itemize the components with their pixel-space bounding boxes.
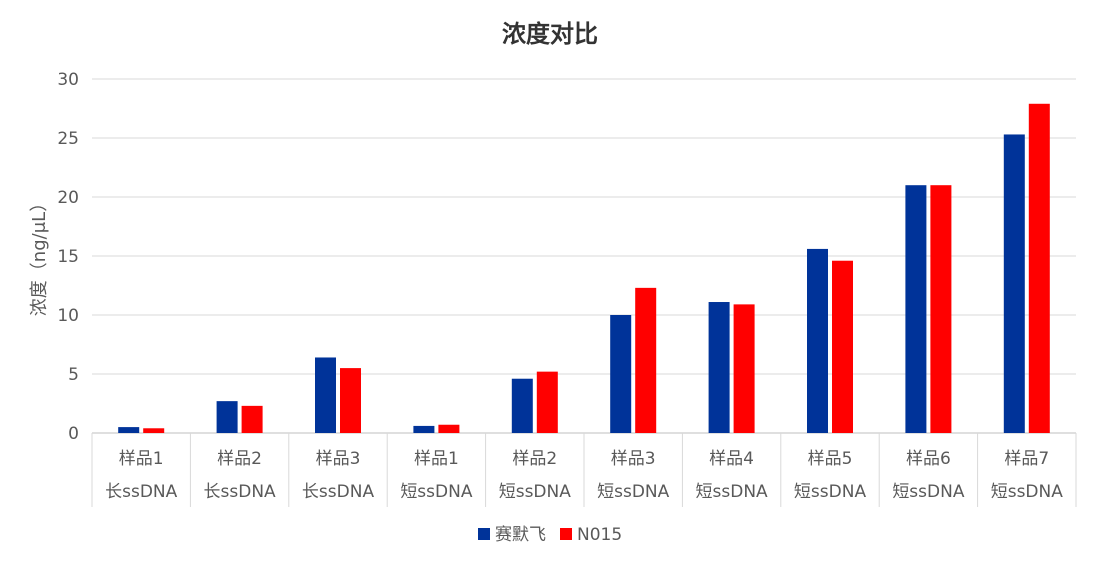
bar <box>1003 134 1025 433</box>
bar <box>241 405 263 433</box>
bar <box>118 427 140 433</box>
y-tick-label: 15 <box>57 247 79 267</box>
chart-title: 浓度对比 <box>502 20 598 48</box>
y-tick-label: 10 <box>57 306 79 326</box>
legend-swatch <box>478 528 490 540</box>
legend: 赛默飞 N015 <box>478 524 622 545</box>
bar <box>832 260 853 433</box>
bar <box>1028 103 1050 433</box>
category-group-label: 短ssDNA <box>991 482 1064 502</box>
category-group-label: 短ssDNA <box>499 482 572 502</box>
y-tick-label: 20 <box>57 188 79 208</box>
category-label: 样品1 <box>119 449 164 469</box>
category-group-label: 长ssDNA <box>302 482 375 502</box>
bar <box>413 425 435 433</box>
category-label: 样品6 <box>906 449 951 469</box>
y-axis-label: 浓度（ng/μL） <box>29 194 50 316</box>
gridlines <box>92 78 1076 434</box>
bar <box>438 424 460 433</box>
bar <box>930 185 952 433</box>
legend-label: 赛默飞 <box>495 524 546 545</box>
category-label: 样品7 <box>1004 449 1049 469</box>
bar <box>340 368 361 433</box>
bar <box>610 315 632 433</box>
y-tick-label: 0 <box>68 424 79 444</box>
y-tick-label: 30 <box>57 70 79 90</box>
category-group-label: 长ssDNA <box>204 482 277 502</box>
y-tick-label: 25 <box>57 129 79 149</box>
category-group-label: 短ssDNA <box>892 482 965 502</box>
category-label: 样品4 <box>709 449 754 469</box>
bar <box>635 287 657 433</box>
bar <box>216 401 238 433</box>
bar <box>905 185 927 433</box>
legend-swatch <box>560 528 572 540</box>
bars <box>118 103 1050 433</box>
x-axis-categories: 样品1 长ssDNA 样品2 长ssDNA 样品3 长ssDNA 样品1 短ssDNA 样品2 短… <box>91 433 1077 507</box>
category-group-label: 短ssDNA <box>794 482 867 502</box>
bar <box>143 428 165 433</box>
category-label: 样品1 <box>414 449 459 469</box>
category-label: 样品3 <box>316 449 361 469</box>
bar <box>536 371 558 433</box>
category-group-label: 短ssDNA <box>597 482 670 502</box>
bar <box>807 248 828 433</box>
category-group-label: 长ssDNA <box>105 482 178 502</box>
category-label: 样品2 <box>512 449 557 469</box>
bar <box>733 304 755 433</box>
y-tick-label: 5 <box>68 365 79 385</box>
category-label: 样品3 <box>611 449 656 469</box>
category-label: 样品5 <box>808 449 853 469</box>
category-group-label: 短ssDNA <box>400 482 473 502</box>
category-label: 样品2 <box>217 449 262 469</box>
legend-label: N015 <box>577 525 622 545</box>
category-group-label: 短ssDNA <box>696 482 769 502</box>
y-axis-ticks: 0 5 10 15 20 25 30 <box>57 70 79 444</box>
bar <box>511 378 533 433</box>
bar <box>708 302 730 433</box>
bar <box>315 357 336 433</box>
